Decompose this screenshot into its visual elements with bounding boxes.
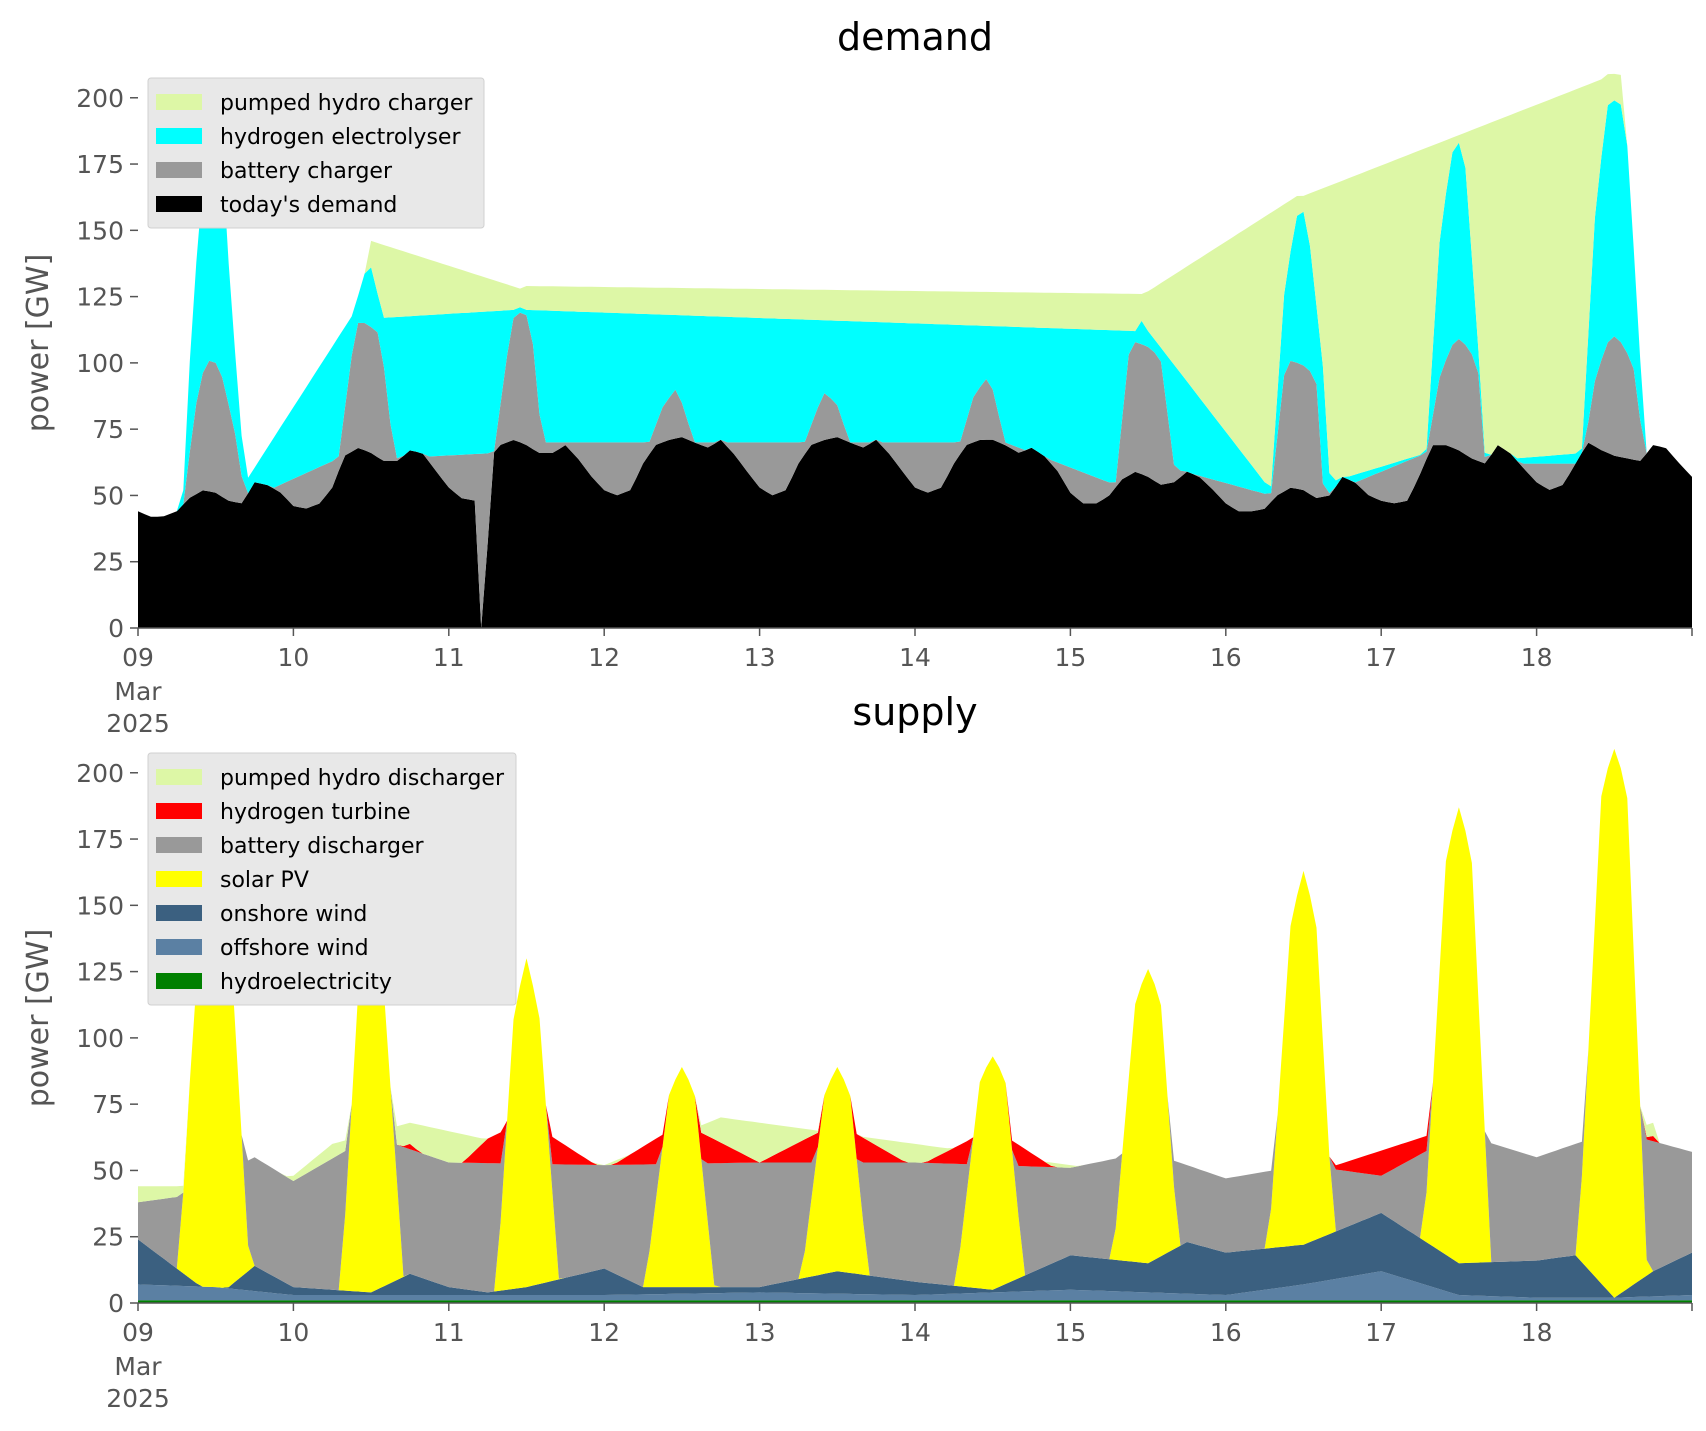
y-tick-label: 200 [76,759,124,788]
supply-panel: 0 25 50 75 100 125 150 175 200 09 Mar 2025 10 11 12 13 1… [21,690,1693,1413]
x-tick-label: 10 [277,643,309,672]
legend-box [147,752,517,1006]
y-tick-label: 25 [92,1223,124,1252]
x-tick-label: 13 [744,643,776,672]
x-tick-label: 18 [1521,1318,1553,1347]
demand-areas [138,73,1692,628]
demand-y-axis-label: power [GW] [21,254,56,433]
x-tick-label: 12 [588,643,620,672]
legend-label-battery-charger: battery charger [220,159,393,184]
legend-swatch-hydroelectricity [156,973,202,989]
y-tick-label: 125 [76,283,124,312]
legend-swatch-pumped-hydro-charger [156,94,202,110]
y-tick-label: 75 [92,1090,124,1119]
legend-swatch-hydrogen-turbine [156,803,202,819]
y-tick-label: 75 [92,415,124,444]
x-tick-label: 14 [899,643,931,672]
supply-axes: 0 25 50 75 100 125 150 175 200 09 Mar 2025 10 11 12 13 1… [76,759,1693,1413]
x-tick-label: 15 [1054,643,1086,672]
legend-label-offshore-wind: offshore wind [220,936,369,961]
y-tick-label: 100 [76,349,124,378]
legend-swatch-today-s-demand [156,196,202,212]
x-tick-label: 09 [122,1318,154,1347]
legend-swatch-battery-charger [156,162,202,178]
legend-swatch-hydrogen-electrolyser [156,128,202,144]
legend-swatch-onshore-wind [156,905,202,921]
x-tick-label: 16 [1210,1318,1242,1347]
demand-panel: 0 25 50 75 100 125 150 175 200 09 Mar 2025 10 11 12 13 1… [21,15,1693,738]
y-tick-label: 150 [76,216,124,245]
x-tick-sublabel: Mar [114,677,162,706]
x-tick-label: 10 [277,1318,309,1347]
legend-swatch-pumped-hydro-discharger [156,769,202,785]
legend-label-today-s-demand: today's demand [220,193,397,218]
y-tick-label: 25 [92,548,124,577]
series-area-solar-pv [138,748,1692,1298]
y-tick-label: 150 [76,891,124,920]
series-area-pumped-hydro-charger [138,73,1692,517]
x-tick-label: 14 [899,1318,931,1347]
legend-swatch-solar-pv [156,871,202,887]
supply-title: supply [852,690,977,734]
y-tick-label: 125 [76,958,124,987]
series-area-offshore-wind [138,1271,1692,1301]
x-tick-label: 12 [588,1318,620,1347]
legend-label-solar-pv: solar PV [220,868,309,893]
y-tick-label: 50 [92,481,124,510]
legend-swatch-battery-discharger [156,837,202,853]
y-tick-label: 0 [108,614,124,643]
legend-swatch-offshore-wind [156,939,202,955]
x-tick-label: 11 [433,643,465,672]
y-tick-label: 100 [76,1024,124,1053]
x-tick-sublabel: 2025 [106,709,170,738]
x-tick-sublabel: Mar [114,1352,162,1381]
demand-axes: 0 25 50 75 100 125 150 175 200 09 Mar 2025 10 11 12 13 1… [76,84,1693,738]
legend-label-pumped-hydro-charger: pumped hydro charger [220,91,473,116]
y-tick-label: 50 [92,1156,124,1185]
series-area-battery-discharger [138,748,1692,1293]
legend-label-pumped-hydro-discharger: pumped hydro discharger [220,766,505,791]
legend-label-hydroelectricity: hydroelectricity [220,970,392,995]
series-area-today-s-demand [138,437,1692,628]
x-tick-label: 17 [1365,1318,1397,1347]
supply-y-axis-label: power [GW] [21,929,56,1108]
x-tick-label: 11 [433,1318,465,1347]
legend-label-onshore-wind: onshore wind [220,902,367,927]
supply-legend: pumped hydro discharger hydrogen turbine b… [147,752,517,1006]
x-tick-label: 17 [1365,643,1397,672]
x-tick-label: 13 [744,1318,776,1347]
series-area-onshore-wind [138,1212,1692,1298]
legend-box [147,77,485,229]
demand-legend: pumped hydro charger hydrogen electrolyse… [147,77,485,229]
legend-label-battery-discharger: battery discharger [220,834,425,859]
series-area-hydrogen-electrolyser [138,100,1692,517]
series-area-battery-charger [138,312,1692,628]
x-tick-label: 15 [1054,1318,1086,1347]
x-tick-label: 18 [1521,643,1553,672]
y-tick-label: 200 [76,84,124,113]
legend-label-hydrogen-turbine: hydrogen turbine [220,800,411,825]
x-tick-label: 09 [122,643,154,672]
x-tick-label: 16 [1210,643,1242,672]
y-tick-label: 175 [76,150,124,179]
legend-label-hydrogen-electrolyser: hydrogen electrolyser [220,125,461,150]
y-tick-label: 0 [108,1289,124,1318]
y-tick-label: 175 [76,825,124,854]
x-tick-sublabel: 2025 [106,1384,170,1413]
demand-title: demand [837,15,993,59]
